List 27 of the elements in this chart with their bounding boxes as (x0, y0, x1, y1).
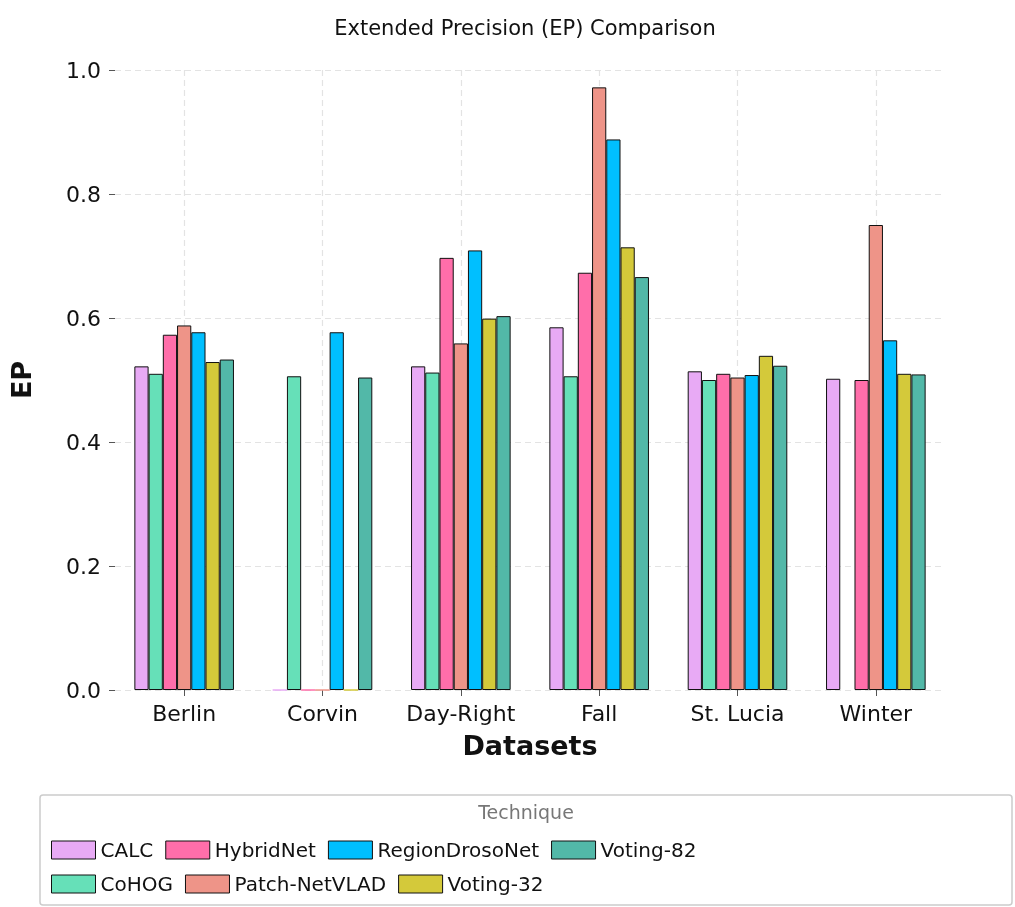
legend-title: Technique (477, 800, 574, 823)
x-axis-title: Datasets (462, 730, 598, 761)
bar (329, 332, 344, 690)
x-tick-label: St. Lucia (690, 700, 785, 726)
bar (826, 378, 841, 690)
legend-label: CALC (100, 838, 154, 862)
legend-label: Voting-82 (600, 838, 697, 862)
y-tick-label: 0.8 (66, 181, 101, 207)
y-tick-label: 0.2 (66, 553, 101, 579)
y-tick-label: 0.0 (66, 677, 101, 703)
x-tick-label: Fall (580, 700, 618, 726)
y-tick-label: 0.4 (66, 429, 101, 455)
y-tick-label: 1.0 (66, 57, 101, 83)
y-tick-label: 0.6 (66, 305, 101, 331)
legend-label: HybridNet (214, 838, 317, 862)
x-tick-label: Winter (839, 700, 914, 726)
legend-label: Voting-32 (447, 872, 544, 896)
bar (358, 377, 373, 690)
legend-label: RegionDrosoNet (377, 838, 540, 862)
chart-title: Extended Precision (EP) Comparison (334, 15, 716, 40)
x-tick-label: Berlin (152, 700, 217, 726)
y-axis-title: EP (6, 360, 37, 400)
x-tick-label: Corvin (287, 700, 358, 726)
legend-label: CoHOG (100, 872, 173, 896)
x-tick-label: Day-Right (406, 700, 516, 726)
bar (286, 376, 302, 690)
legend-label: Patch-NetVLAD (234, 872, 387, 896)
